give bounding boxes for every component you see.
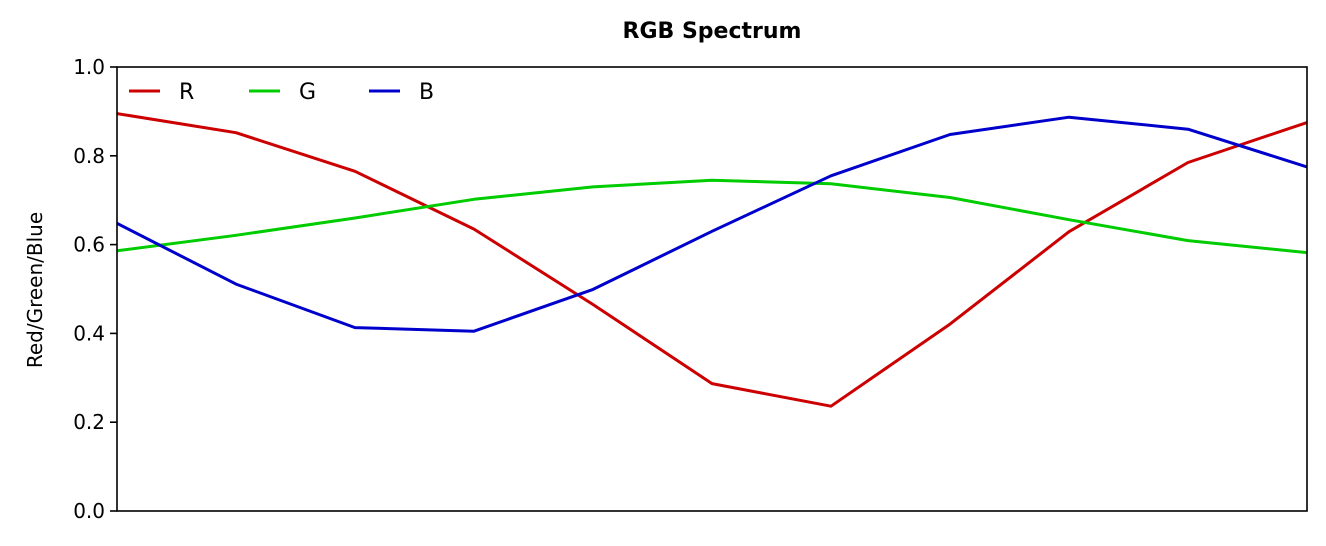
y-axis-label: Red/Green/Blue (23, 212, 47, 368)
y-tick-label: 0.8 (73, 144, 105, 168)
legend-label: R (179, 80, 194, 105)
chart-title: RGB Spectrum (623, 19, 802, 44)
axes: 0.0 0.2 0.4 0.6 0.8 1.0 (73, 55, 1308, 523)
series-line-b (117, 115, 1307, 333)
series-line-r (117, 112, 1307, 408)
legend-item-r: R (129, 80, 194, 105)
y-tick-label: 0.6 (73, 233, 105, 257)
legend-item-g: G (249, 80, 316, 105)
legend-item-b: B (369, 80, 434, 105)
legend-label: G (299, 80, 316, 105)
plot-frame (116, 66, 1308, 512)
y-tick-label: 0.0 (73, 499, 105, 523)
y-tick-label: 1.0 (73, 55, 105, 79)
y-tick-label: 0.2 (73, 410, 105, 434)
series-line-g (117, 178, 1307, 255)
y-tick-label: 0.4 (73, 321, 105, 345)
legend-label: B (419, 80, 434, 105)
series-lines (117, 112, 1307, 408)
